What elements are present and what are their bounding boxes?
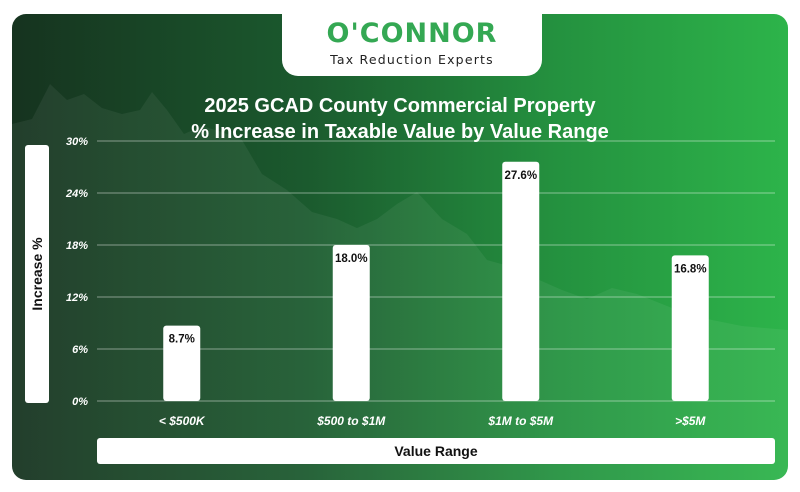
chart-title: 2025 GCAD County Commercial Property [204, 95, 596, 117]
x-tick-label: >$5M [675, 414, 706, 428]
logo-wordmark: O'CONNOR [326, 18, 498, 49]
y-tick-label: 6% [72, 344, 88, 356]
data-label: 8.7% [169, 334, 195, 346]
x-tick-label: $500 to $1M [316, 414, 386, 428]
data-label: 16.8% [674, 263, 707, 275]
logo-tagline: Tax Reduction Experts [330, 52, 494, 67]
data-label: 18.0% [335, 253, 368, 265]
chart-card: O'CONNOR Tax Reduction Experts 2025 GCAD… [12, 14, 788, 480]
background-mountain-graphic [12, 84, 788, 480]
y-tick-label: 24% [65, 188, 88, 200]
y-axis-label-box [25, 145, 49, 403]
bar [671, 255, 709, 401]
bar [502, 161, 540, 401]
bar [332, 245, 370, 401]
y-tick-label: 18% [66, 240, 88, 252]
bar [163, 325, 201, 401]
x-axis-label: Value Range [394, 443, 478, 459]
data-label: 27.6% [504, 170, 537, 182]
x-tick-label: $1M to $5M [487, 414, 554, 428]
y-tick-label: 0% [72, 396, 88, 408]
x-tick-label: < $500K [159, 414, 206, 428]
logo[interactable]: O'CONNOR Tax Reduction Experts [282, 14, 542, 76]
bar-chart-plot: 0% 6% 12% 18% 24% 30% 8.7% < $500K 18.0% $500 to … [65, 136, 775, 428]
chart-subtitle: % Increase in Taxable Value by Value Ran… [191, 121, 609, 143]
y-tick-label: 12% [66, 292, 88, 304]
y-tick-label: 30% [66, 136, 88, 148]
x-axis-label-box: Value Range [97, 438, 775, 464]
